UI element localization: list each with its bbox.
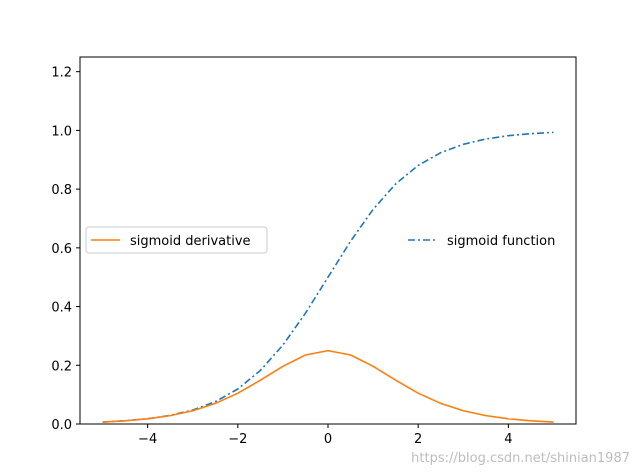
y-tick-label: 0.4 [51, 301, 72, 316]
legend-label-derivative: sigmoid derivative [130, 234, 251, 249]
legend-sigmoid-derivative: sigmoid derivative [85, 226, 268, 254]
y-tick-label: 0.0 [51, 418, 72, 433]
legend-frame [85, 226, 268, 254]
y-tick-label: 0.6 [51, 242, 72, 257]
x-tick-label: 4 [504, 432, 512, 447]
y-tick-label: 1.0 [51, 124, 72, 139]
y-tick-label: 0.2 [51, 359, 72, 374]
watermark: https://blog.csdn.net/shinian1987 [411, 451, 630, 466]
legend-label-function: sigmoid function [447, 234, 555, 249]
series-line-sigmoid-derivative [102, 349, 554, 423]
x-tick-label: −2 [228, 432, 247, 447]
x-axis: −4 −2 0 2 4 [138, 424, 513, 447]
x-tick-label: 0 [324, 432, 332, 447]
x-tick-label: 2 [414, 432, 422, 447]
x-tick-label: −4 [138, 432, 157, 447]
y-tick-label: 0.8 [51, 183, 72, 198]
legend-sigmoid-function: sigmoid function [408, 234, 555, 249]
y-axis: 0.0 0.2 0.4 0.6 0.8 1.0 1.2 [51, 66, 80, 433]
plot-layer [102, 131, 554, 423]
y-tick-label: 1.2 [51, 66, 72, 81]
